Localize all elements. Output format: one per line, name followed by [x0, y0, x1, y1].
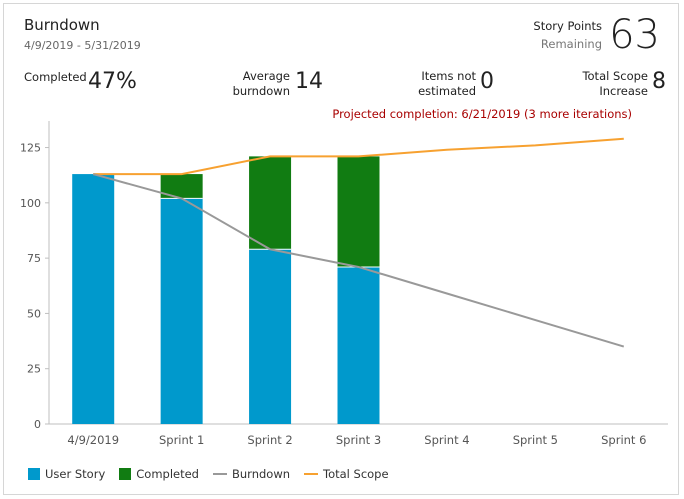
completed-label: Completed	[24, 70, 87, 84]
x-tick-label: 4/9/2019	[67, 433, 119, 447]
burndown-widget: Burndown 4/9/2019 - 5/31/2019 Story Poin…	[3, 3, 679, 495]
legend-swatch-total-scope	[304, 473, 319, 475]
average-burndown-label: Average burndown	[232, 69, 290, 98]
story-points-remaining-label: Remaining	[540, 37, 602, 51]
legend-label-completed: Completed	[136, 467, 199, 481]
completed-value: 47%	[88, 69, 137, 94]
story-points-label: Story Points	[533, 19, 602, 33]
bar-user-story	[337, 266, 380, 424]
total-scope-line	[93, 137, 624, 176]
y-tick-label: 125	[20, 142, 41, 155]
y-tick-label: 100	[20, 197, 41, 210]
legend-label-burndown: Burndown	[231, 467, 291, 481]
legend-item-user-story[interactable]: User Story	[28, 467, 105, 481]
y-tick-label: 0	[34, 418, 41, 431]
legend-swatch-burndown	[212, 473, 227, 475]
x-tick-label: Sprint 5	[513, 433, 558, 447]
x-tick-label: Sprint 1	[159, 433, 204, 447]
y-tick-label: 50	[27, 307, 41, 320]
bar-completed	[337, 156, 380, 267]
total-scope-increase-value: 8	[652, 69, 666, 94]
legend-swatch-user-story	[28, 468, 40, 480]
bar-user-story	[72, 174, 115, 424]
widget-title[interactable]: Burndown	[24, 16, 100, 34]
legend-item-burndown[interactable]: Burndown	[212, 467, 291, 481]
date-range: 4/9/2019 - 5/31/2019	[24, 39, 141, 52]
chart-legend: User Story Completed Burndown Total Scop…	[28, 467, 397, 481]
items-not-estimated-value: 0	[480, 69, 494, 94]
burndown-chart: 0 25 50 75 100 125 4/9/2019 Sprint 1 Sprint 2 Spr…	[20, 121, 668, 447]
y-tick-label: 75	[27, 252, 41, 265]
x-tick-label: Sprint 2	[247, 433, 292, 447]
y-tick-label: 25	[27, 363, 41, 376]
legend-label-user-story: User Story	[45, 467, 106, 481]
legend-swatch-completed	[119, 468, 132, 480]
items-not-estimated-label: Items not estimated	[418, 69, 476, 98]
x-tick-label: Sprint 6	[601, 433, 646, 447]
bar-user-story	[249, 249, 292, 424]
legend-item-total-scope[interactable]: Total Scope	[304, 467, 389, 481]
bar-user-story	[160, 198, 203, 424]
total-scope-increase-label: Total Scope Increase	[582, 69, 648, 98]
x-tick-label: Sprint 4	[424, 433, 469, 447]
projected-completion-text: Projected completion: 6/21/2019 (3 more …	[332, 107, 632, 121]
x-tick-label: Sprint 3	[336, 433, 381, 447]
legend-item-completed[interactable]: Completed	[119, 467, 199, 481]
burndown-line	[92, 173, 625, 348]
legend-label-total-scope: Total Scope	[323, 467, 389, 481]
story-points-value: 63	[609, 12, 660, 58]
bar-completed	[249, 156, 292, 250]
average-burndown-value: 14	[295, 69, 323, 94]
